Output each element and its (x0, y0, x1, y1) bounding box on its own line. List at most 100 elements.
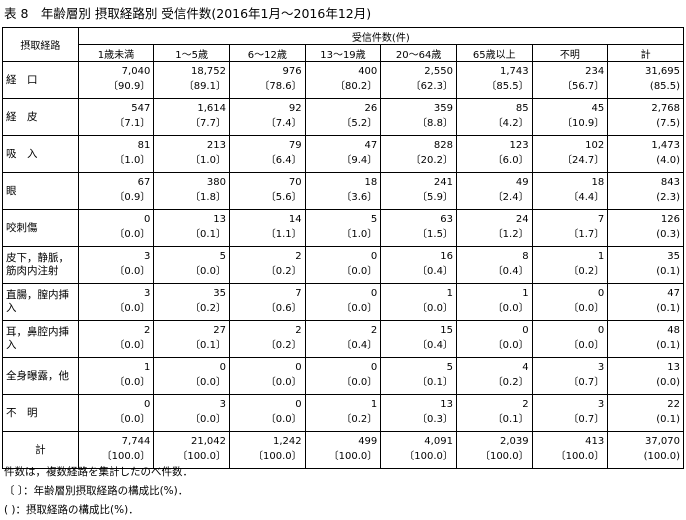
value-cell: 3 〔0.0〕 (77, 246, 155, 284)
table-row: 経 皮 547 〔7.1〕 1,614 〔7.7〕 92 〔7.4〕 26 〔5.2〕 359 〔8… (2, 98, 684, 136)
row-label: 全身曝露，他 (2, 357, 79, 395)
value-cell: 2 〔0.2〕 (228, 320, 306, 358)
value-cell: 1,242 〔100.0〕 (228, 431, 306, 469)
ratio: 〔0.2〕 (265, 340, 302, 351)
ratio: 〔0.0〕 (114, 303, 151, 314)
value-cell: 0 〔0.0〕 (153, 357, 230, 395)
count: 67 (137, 177, 151, 188)
value-cell: 79 〔6.4〕 (228, 135, 306, 173)
ratio: 〔2.4〕 (492, 192, 529, 203)
value-cell: 85 〔4.2〕 (455, 98, 533, 136)
ratio: (0.1) (656, 414, 680, 425)
value-cell: 7 〔0.6〕 (228, 283, 306, 321)
value-cell: 1 〔0.0〕 (380, 283, 457, 321)
value-cell: 2 〔0.1〕 (455, 394, 533, 432)
count: 13 (440, 399, 453, 410)
column-header: 計 (607, 44, 684, 62)
ratio: 〔0.0〕 (341, 266, 378, 277)
count: 26 (364, 103, 378, 114)
ratio: 〔0.0〕 (492, 340, 529, 351)
value-cell: 400 〔80.2〕 (304, 61, 382, 99)
value-cell: 1 〔0.0〕 (77, 357, 155, 395)
value-cell: 547 〔7.1〕 (77, 98, 155, 136)
ratio: 〔0.2〕 (265, 266, 302, 277)
ratio: 〔7.7〕 (190, 118, 226, 129)
value-cell: 234 〔56.7〕 (531, 61, 609, 99)
value-cell: 380 〔1.8〕 (153, 172, 230, 210)
count: 1 (446, 288, 453, 299)
value-cell: 0 〔0.0〕 (531, 320, 609, 358)
value-cell: 70 〔5.6〕 (228, 172, 306, 210)
value-cell: 47 (0.1) (607, 283, 684, 321)
ratio: 〔0.0〕 (114, 414, 151, 425)
count: 16 (440, 251, 453, 262)
value-cell: 1,473 (4.0) (607, 135, 684, 173)
count: 45 (591, 103, 605, 114)
note: 件数は，複数経路を集計したのべ件数． (4, 466, 193, 478)
ratio: 〔0.4〕 (341, 340, 378, 351)
ratio: 〔90.9〕 (108, 81, 151, 92)
count: 14 (288, 214, 302, 225)
ratio: (85.5) (649, 81, 680, 92)
value-cell: 976 〔78.6〕 (228, 61, 306, 99)
value-cell: 7,040 〔90.9〕 (77, 61, 155, 99)
count: 2 (295, 251, 302, 262)
count: 5 (219, 251, 226, 262)
value-cell: 0 〔0.0〕 (304, 357, 382, 395)
ratio: 〔0.1〕 (492, 414, 529, 425)
table-row: 直腸，膣内挿入 3 〔0.0〕 35 〔0.2〕 7 〔0.6〕 0 〔0.0〕 1 〔0.0〕 1 〔… (2, 283, 684, 321)
ratio: 〔0.0〕 (114, 266, 151, 277)
ratio: (2.3) (656, 192, 680, 203)
count: 976 (282, 66, 302, 77)
ratio: (0.1) (656, 303, 680, 314)
count: 13 (213, 214, 226, 225)
ratio: 〔0.2〕 (341, 414, 378, 425)
count: 0 (522, 325, 529, 336)
ratio: 〔4.4〕 (568, 192, 605, 203)
value-cell: 3 〔0.0〕 (153, 394, 230, 432)
ratio: 〔0.0〕 (190, 266, 226, 277)
value-cell: 359 〔8.8〕 (380, 98, 457, 136)
count: 4,091 (424, 436, 453, 447)
count: 0 (295, 399, 302, 410)
ratio: (0.1) (656, 340, 680, 351)
table-row: 吸 入 81 〔1.0〕 213 〔1.0〕 79 〔6.4〕 47 〔9.4〕 828 〔20.2… (2, 135, 684, 173)
value-cell: 31,695 (85.5) (607, 61, 684, 99)
value-cell: 499 〔100.0〕 (304, 431, 382, 469)
count: 2,550 (424, 66, 453, 77)
ratio: 〔1.5〕 (417, 229, 453, 240)
value-cell: 18 〔4.4〕 (531, 172, 609, 210)
count: 79 (288, 140, 302, 151)
ratio: 〔0.0〕 (492, 303, 529, 314)
value-cell: 0 〔0.0〕 (455, 320, 533, 358)
ratio: 〔0.2〕 (190, 303, 226, 314)
count: 35 (213, 288, 226, 299)
ratio: 〔78.6〕 (259, 81, 302, 92)
note: ( )：摂取経路の構成比(%)． (4, 504, 139, 516)
count: 213 (206, 140, 226, 151)
ratio: 〔0.7〕 (568, 377, 605, 388)
count: 400 (358, 66, 378, 77)
value-cell: 14 〔1.1〕 (228, 209, 306, 247)
ratio: (100.0) (643, 451, 680, 462)
table-row: 経 口 7,040 〔90.9〕 18,752 〔89.1〕 976 〔78.6〕 400 〔8… (2, 61, 684, 99)
ratio: 〔0.0〕 (114, 229, 151, 240)
row-header: 摂取経路 (2, 27, 79, 62)
count: 1 (597, 251, 605, 262)
value-cell: 37,070 (100.0) (607, 431, 684, 469)
ratio: 〔0.3〕 (417, 414, 453, 425)
row-label: 眼 (2, 172, 79, 210)
count: 5 (370, 214, 378, 225)
table-head: 摂取経路 受信件数(件) 1歳未満 1～5歳 6～12歳 13～19歳 20～64歳 65… (2, 27, 685, 62)
ratio: (7.5) (656, 118, 680, 129)
value-cell: 49 〔2.4〕 (455, 172, 533, 210)
value-cell: 18 〔3.6〕 (304, 172, 382, 210)
count: 18,752 (190, 66, 226, 77)
ratio: 〔89.1〕 (183, 81, 226, 92)
ratio: (0.1) (656, 266, 680, 277)
value-cell: 16 〔0.4〕 (380, 246, 457, 284)
row-label: 直腸，膣内挿入 (2, 283, 79, 321)
value-cell: 2 〔0.2〕 (228, 246, 306, 284)
ratio: 〔1.2〕 (492, 229, 529, 240)
count: 21,042 (190, 436, 226, 447)
